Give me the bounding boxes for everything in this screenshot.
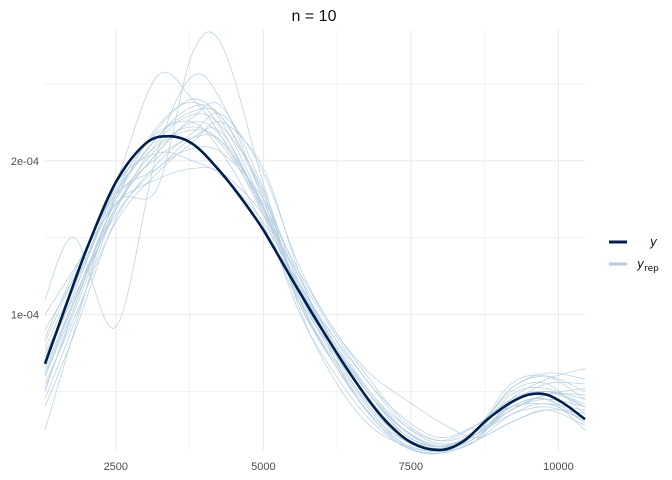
observed-series-group — [43, 134, 586, 452]
legend-label-yrep: yrep — [636, 257, 659, 274]
legend: y yrep — [609, 235, 659, 274]
grid-major — [45, 30, 585, 450]
yrep-line — [44, 72, 586, 448]
y-axis-ticks: 1e-04 2e-04 — [11, 156, 39, 322]
chart-title: n = 10 — [292, 8, 337, 25]
yrep-line — [44, 126, 586, 448]
yrep-line — [44, 112, 586, 439]
x-tick-label: 7500 — [399, 461, 423, 473]
legend-item-yrep: yrep — [609, 257, 659, 274]
x-tick-label: 10000 — [543, 461, 574, 473]
yrep-line — [44, 107, 586, 451]
yrep-line — [44, 31, 586, 450]
x-tick-label: 5000 — [251, 461, 275, 473]
legend-item-y: y — [609, 235, 658, 249]
yrep-line — [44, 102, 586, 445]
yrep-line — [44, 134, 586, 448]
yrep-line — [44, 98, 586, 454]
y-tick-label: 2e-04 — [11, 156, 39, 168]
x-tick-label: 2500 — [104, 461, 128, 473]
yrep-line — [44, 104, 586, 449]
grid-minor — [45, 30, 585, 450]
yrep-line — [44, 167, 586, 439]
y-tick-label: 1e-04 — [11, 310, 39, 322]
replicate-series-group — [44, 31, 586, 455]
y-line — [43, 134, 586, 452]
legend-label-y: y — [649, 235, 658, 249]
x-axis-ticks: 2500 5000 7500 10000 — [104, 461, 574, 473]
